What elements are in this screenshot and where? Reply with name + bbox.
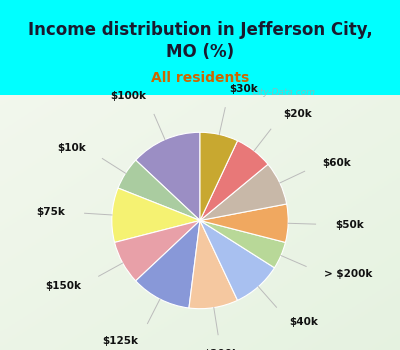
Text: Income distribution in Jefferson City,
MO (%): Income distribution in Jefferson City, M…	[28, 21, 372, 61]
Wedge shape	[136, 220, 200, 308]
Text: $40k: $40k	[290, 317, 318, 327]
Text: $75k: $75k	[36, 207, 65, 217]
Wedge shape	[200, 164, 287, 220]
Wedge shape	[200, 204, 288, 243]
Wedge shape	[136, 132, 200, 220]
Text: $30k: $30k	[230, 84, 258, 93]
Wedge shape	[189, 220, 238, 309]
Text: $125k: $125k	[103, 336, 139, 346]
Text: $20k: $20k	[283, 108, 312, 119]
Wedge shape	[118, 160, 200, 220]
Text: All residents: All residents	[151, 71, 249, 85]
Text: $10k: $10k	[57, 143, 86, 153]
Wedge shape	[200, 141, 268, 220]
Wedge shape	[200, 220, 274, 300]
Text: $60k: $60k	[322, 158, 351, 168]
Text: $100k: $100k	[110, 91, 146, 102]
Text: > $200k: > $200k	[324, 269, 372, 279]
Wedge shape	[200, 220, 286, 268]
Wedge shape	[112, 188, 200, 243]
Text: $50k: $50k	[335, 220, 364, 230]
Text: $150k: $150k	[46, 281, 82, 290]
Text: $200k: $200k	[203, 349, 239, 350]
Wedge shape	[114, 220, 200, 281]
Text: City-Data.com: City-Data.com	[251, 88, 315, 97]
Wedge shape	[200, 132, 238, 220]
